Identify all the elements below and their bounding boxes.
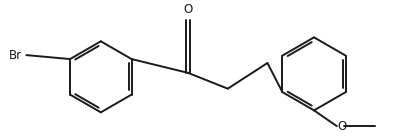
Text: Br: Br (10, 49, 23, 62)
Text: O: O (183, 3, 193, 16)
Text: O: O (338, 120, 347, 133)
